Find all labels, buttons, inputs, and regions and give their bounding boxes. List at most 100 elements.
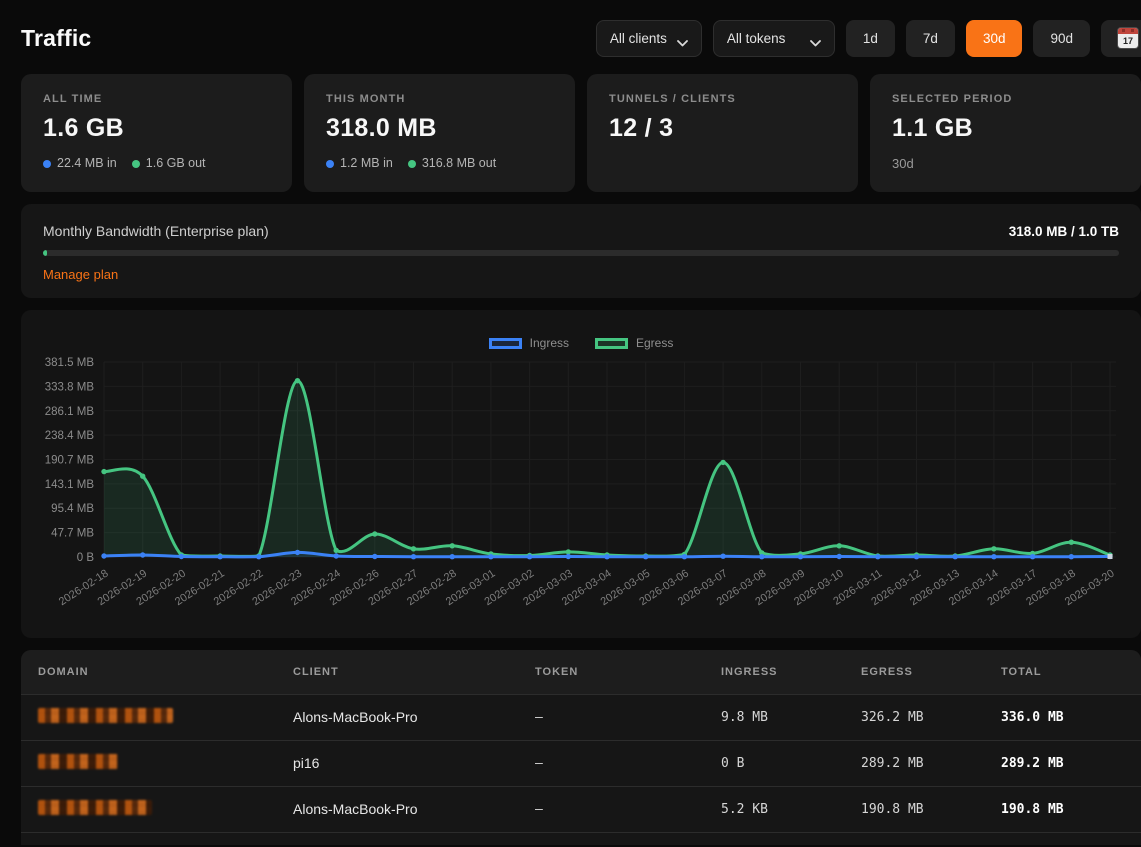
ingress-dot-icon: [326, 160, 334, 168]
range-button-7d[interactable]: 7d: [905, 19, 955, 57]
egress-cell: 289.2 MB: [861, 739, 1001, 786]
egress-point: [759, 550, 765, 556]
token-filter-select[interactable]: All tokens: [712, 19, 835, 57]
y-tick-label: 333.8 MB: [45, 381, 95, 393]
ingress-point: [643, 554, 649, 560]
stat-card-all-time: ALL TIME 1.6 GB 22.4 MB in 1.6 GB out: [21, 74, 292, 192]
ingress-point: [991, 554, 997, 560]
ingress-point: [1068, 554, 1075, 560]
token-cell: —: [535, 739, 721, 786]
egress-point: [372, 531, 378, 537]
egress-point: [991, 546, 997, 552]
chart-legend: Ingress Egress: [21, 336, 1141, 350]
token-filter-value: All tokens: [726, 30, 786, 46]
y-tick-label: 95.4 MB: [51, 503, 94, 515]
range-button-1d[interactable]: 1d: [845, 19, 895, 57]
legend-label: Ingress: [529, 336, 569, 350]
ingress-point: [217, 554, 223, 560]
ingress-point: [372, 553, 378, 560]
egress-point: [1068, 539, 1075, 545]
token-cell: —: [535, 693, 721, 740]
ingress-point: [681, 554, 688, 560]
legend-item-egress[interactable]: Egress: [595, 336, 673, 350]
egress-dot-icon: [407, 160, 416, 168]
ingress-cell: 5.2 KB: [721, 785, 861, 832]
custom-date-range-button[interactable]: 17: [1101, 19, 1141, 57]
page-header: Traffic All clients All tokens 1d 7d 30d 90…: [21, 18, 1141, 58]
egress-point: [140, 473, 146, 479]
ingress-point: [488, 554, 494, 560]
client-filter-select[interactable]: All clients: [595, 19, 702, 57]
token-cell: —: [535, 785, 721, 832]
range-button-30d[interactable]: 30d: [965, 19, 1023, 57]
traffic-chart-card: Ingress Egress 381.5 MB 333.8 MB 286.1 MB 2…: [21, 310, 1141, 638]
client-cell: Alons-MacBook-Pro: [293, 693, 535, 740]
traffic-table-card: DOMAIN CLIENT TOKEN INGRESS EGRESS TOTAL Alon…: [21, 650, 1141, 845]
table-row[interactable]: Alons-MacBook-Pro — 5.2 KB 190.8 MB 190.…: [21, 785, 1141, 832]
ingress-dot-icon: [43, 160, 51, 168]
egress-point: [294, 378, 301, 384]
ingress-cell: 0 B: [721, 739, 861, 786]
stat-card-selected-period: SELECTED PERIOD 1.1 GB 30d: [870, 74, 1141, 192]
ingress-point: [875, 554, 881, 560]
y-tick-label: 143.1 MB: [45, 479, 95, 491]
ingress-point: [256, 554, 262, 560]
ingress-point: [140, 552, 146, 558]
table-header-row: DOMAIN CLIENT TOKEN INGRESS EGRESS TOTAL: [21, 650, 1141, 694]
egress-point: [410, 546, 417, 552]
bandwidth-progress-fill: [43, 250, 47, 256]
legend-swatch: [488, 337, 522, 349]
ingress-point: [759, 554, 765, 560]
calendar-icon: 17: [1118, 28, 1138, 48]
ingress-point: [410, 554, 417, 560]
column-header-total: TOTAL: [1001, 650, 1141, 694]
y-tick-label: 381.5 MB: [45, 357, 95, 369]
domain-redacted: [38, 708, 173, 723]
ingress-point: [604, 554, 610, 560]
stat-card-this-month: THIS MONTH 318.0 MB 1.2 MB in 316.8 MB o…: [304, 74, 575, 192]
y-tick-label: 190.7 MB: [45, 455, 95, 467]
chevron-down-icon: [676, 35, 688, 46]
table-row[interactable]: Alons-MacBook-Pro — 9.8 MB 326.2 MB 336.…: [21, 693, 1141, 740]
column-header-ingress: INGRESS: [721, 650, 861, 694]
ingress-area: [104, 552, 1110, 557]
legend-label: Egress: [636, 336, 674, 350]
ingress-point: [526, 554, 533, 560]
egress-point: [836, 543, 842, 549]
ingress-point: [449, 554, 455, 560]
ingress-point: [797, 554, 804, 560]
ingress-point: [952, 554, 958, 560]
total-cell: 190.8 MB: [1001, 785, 1141, 832]
stat-breakdown: 22.4 MB in 1.6 GB out: [43, 156, 270, 170]
ingress-point: [913, 554, 920, 560]
egress-cell: 190.8 MB: [861, 785, 1001, 832]
range-button-90d[interactable]: 90d: [1033, 19, 1090, 57]
bandwidth-plan-label: Monthly Bandwidth (Enterprise plan): [43, 223, 269, 239]
stat-label: TUNNELS / CLIENTS: [609, 93, 736, 105]
ingress-point: [101, 553, 107, 559]
table-row[interactable]: pi16 — 0 B 289.2 MB 289.2 MB: [21, 739, 1141, 786]
egress-point: [449, 543, 455, 549]
egress-point: [101, 468, 107, 475]
egress-point: [565, 549, 571, 555]
domain-redacted: [38, 800, 152, 815]
ingress-point: [333, 553, 339, 559]
domain-redacted: [38, 754, 118, 769]
bandwidth-progress-track: [43, 250, 1119, 256]
domain-cell: [21, 785, 293, 832]
stat-card-tunnels-clients: TUNNELS / CLIENTS 12 / 3: [587, 74, 858, 192]
stat-sub: 30d: [892, 156, 914, 171]
total-cell: 289.2 MB: [1001, 739, 1141, 786]
domain-cell: [21, 739, 293, 786]
manage-plan-link[interactable]: Manage plan: [43, 267, 119, 282]
stat-label: THIS MONTH: [326, 93, 406, 105]
range-button-group: 1d 7d 30d 90d: [845, 19, 1090, 57]
ingress-point: [565, 553, 571, 560]
egress-dot-icon: [131, 160, 140, 168]
ingress-last-point-marker: [1107, 554, 1113, 559]
client-cell: pi16: [293, 739, 535, 786]
ingress-point: [720, 553, 726, 559]
legend-item-ingress[interactable]: Ingress: [488, 336, 569, 350]
client-cell: Alons-MacBook-Pro: [293, 785, 535, 832]
bandwidth-card: Monthly Bandwidth (Enterprise plan) 318.…: [21, 204, 1141, 298]
